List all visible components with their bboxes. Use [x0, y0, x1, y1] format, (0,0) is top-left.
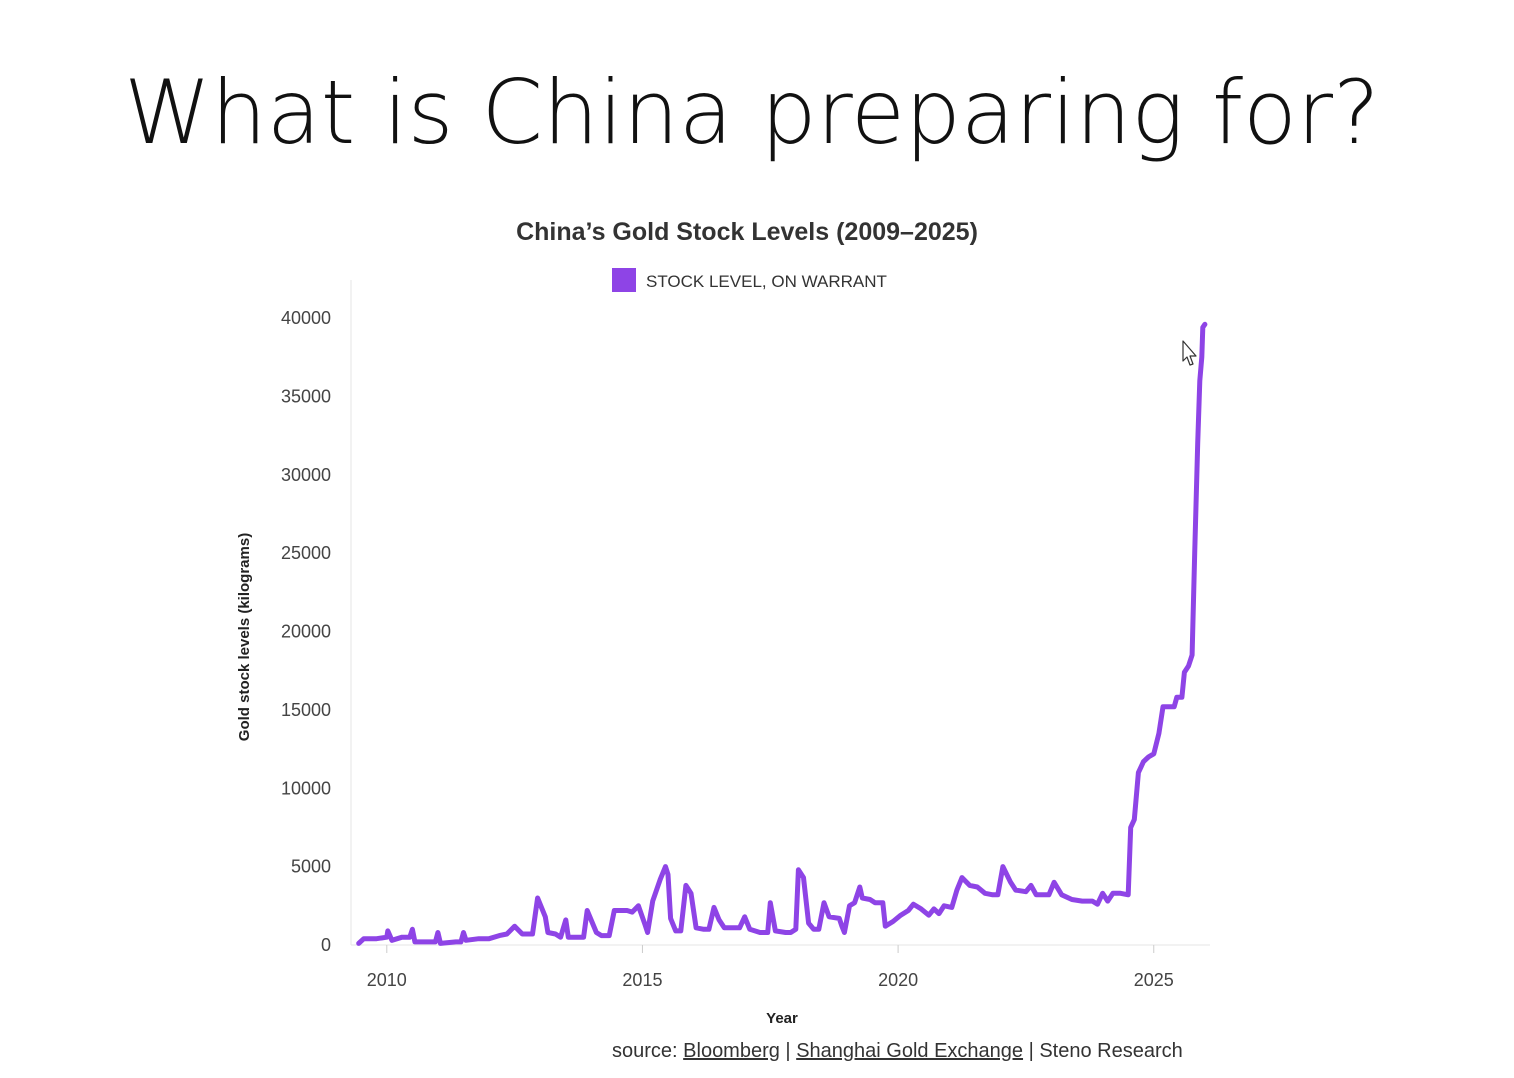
y-tick-label: 10000 [281, 778, 331, 798]
source-credits: source: Bloomberg | Shanghai Gold Exchan… [612, 1040, 1183, 1063]
mouse-cursor-icon [1182, 340, 1197, 366]
legend-swatch [612, 268, 636, 292]
series-line-stock-level[interactable] [356, 321, 1208, 946]
slide-title: What is China preparing for? [124, 61, 1380, 164]
y-tick-label: 5000 [291, 857, 331, 877]
y-axis-ticks: 0 5000 10000 15000 20000 25000 30000 35000 40000 [281, 308, 331, 955]
x-tick-label: 2015 [622, 970, 662, 990]
y-tick-label: 0 [321, 935, 331, 955]
legend-label: STOCK LEVEL, ON WARRANT [646, 272, 887, 291]
x-axis-title: Year [766, 1010, 798, 1027]
y-tick-label: 35000 [281, 386, 331, 406]
x-tick-label: 2025 [1134, 970, 1174, 990]
source-prefix: source: [612, 1040, 678, 1062]
y-tick-label: 40000 [281, 308, 331, 328]
y-axis-title: Gold stock levels (kilograms) [236, 533, 253, 741]
x-axis-ticks: 2010 2015 2020 2025 [367, 945, 1174, 990]
y-tick-label: 30000 [281, 465, 331, 485]
source-separator: | [779, 1040, 797, 1062]
source-link-shanghai-gold-exchange[interactable]: Shanghai Gold Exchange [796, 1040, 1024, 1062]
source-steno-research: Steno Research [1039, 1040, 1183, 1062]
y-tick-label: 15000 [281, 700, 331, 720]
x-tick-label: 2020 [878, 970, 918, 990]
series-layer [356, 321, 1208, 946]
y-tick-label: 20000 [281, 622, 331, 642]
source-link-bloomberg[interactable]: Bloomberg [683, 1040, 780, 1062]
y-tick-label: 25000 [281, 543, 331, 563]
chart-title: China’s Gold Stock Levels (2009–2025) [516, 218, 978, 246]
x-tick-label: 2010 [367, 970, 407, 990]
source-separator: | [1023, 1040, 1040, 1062]
chart-legend[interactable]: STOCK LEVEL, ON WARRANT [612, 268, 887, 292]
